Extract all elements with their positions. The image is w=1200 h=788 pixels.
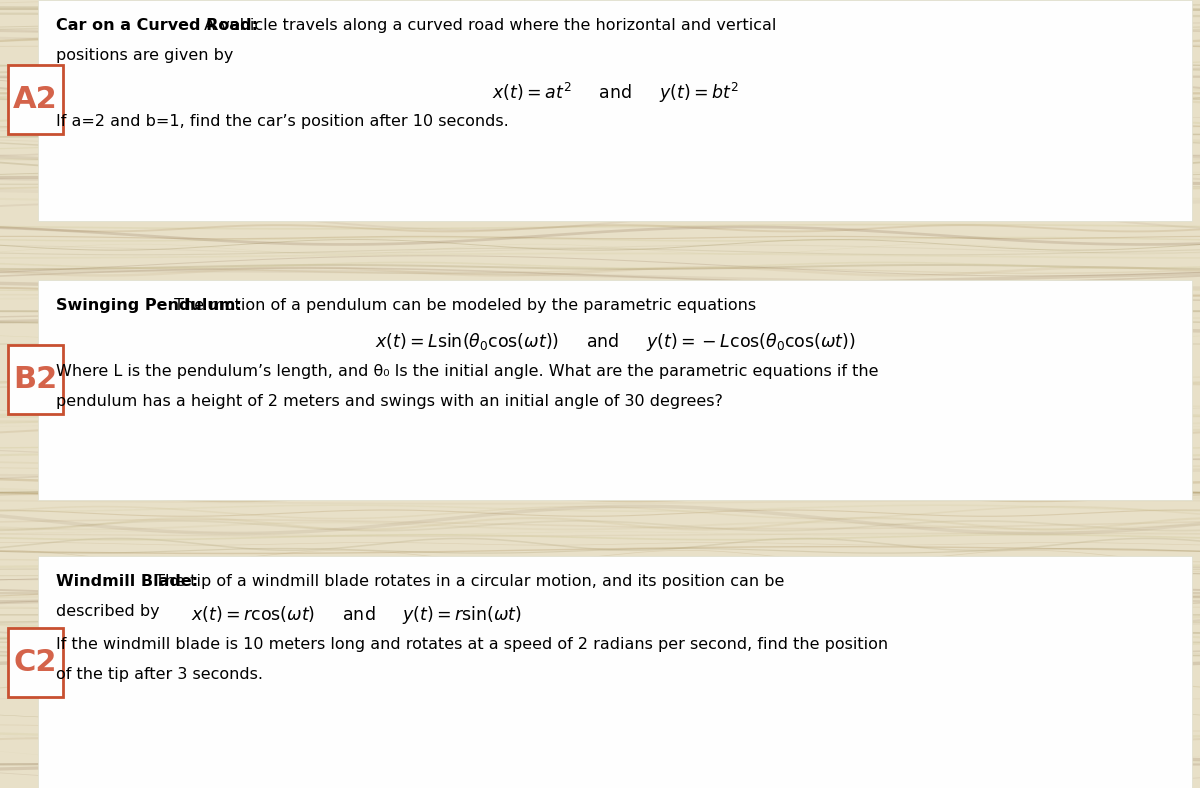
Text: B2: B2 <box>13 365 58 394</box>
Text: If the windmill blade is 10 meters long and rotates at a speed of 2 radians per : If the windmill blade is 10 meters long … <box>56 637 888 652</box>
FancyBboxPatch shape <box>8 628 62 697</box>
Text: A vehicle travels along a curved road where the horizontal and vertical: A vehicle travels along a curved road wh… <box>199 18 776 33</box>
Text: $x(t) = at^2$     and     $y(t) = bt^2$: $x(t) = at^2$ and $y(t) = bt^2$ <box>492 81 738 105</box>
Text: Car on a Curved Road:: Car on a Curved Road: <box>56 18 258 33</box>
Text: Swinging Pendulum:: Swinging Pendulum: <box>56 298 241 313</box>
Text: The motion of a pendulum can be modeled by the parametric equations: The motion of a pendulum can be modeled … <box>169 298 756 313</box>
Text: $x(t) = L\sin(\theta_0\cos(\omega t))$     and     $y(t) = -L\cos(\theta_0\cos(\: $x(t) = L\sin(\theta_0\cos(\omega t))$ a… <box>374 331 856 353</box>
Text: C2: C2 <box>13 648 58 677</box>
Text: pendulum has a height of 2 meters and swings with an initial angle of 30 degrees: pendulum has a height of 2 meters and sw… <box>56 394 722 409</box>
Text: described by: described by <box>56 604 160 619</box>
Text: $x(t) = r\cos(\omega t)$     and     $y(t) = r\sin(\omega t)$: $x(t) = r\cos(\omega t)$ and $y(t) = r\s… <box>191 604 522 626</box>
Bar <box>38 280 1192 500</box>
FancyBboxPatch shape <box>8 345 62 414</box>
FancyBboxPatch shape <box>8 65 62 135</box>
Text: of the tip after 3 seconds.: of the tip after 3 seconds. <box>56 667 263 682</box>
Text: If a=2 and b=1, find the car’s position after 10 seconds.: If a=2 and b=1, find the car’s position … <box>56 114 509 129</box>
Text: The tip of a windmill blade rotates in a circular motion, and its position can b: The tip of a windmill blade rotates in a… <box>150 574 785 589</box>
Text: positions are given by: positions are given by <box>56 48 233 63</box>
Text: A2: A2 <box>13 85 58 114</box>
Bar <box>38 0 1192 221</box>
Text: Where L is the pendulum’s length, and θ₀ Is the initial angle. What are the para: Where L is the pendulum’s length, and θ₀… <box>56 364 878 379</box>
Text: Windmill Blade:: Windmill Blade: <box>56 574 198 589</box>
Bar <box>38 556 1192 788</box>
